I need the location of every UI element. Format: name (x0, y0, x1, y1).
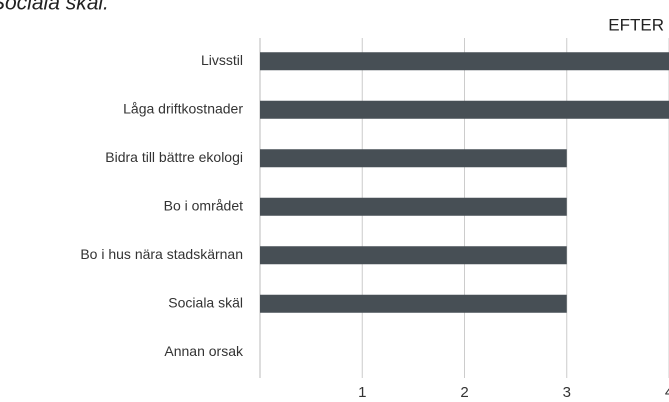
bar (260, 197, 567, 216)
y-tick-label: Bo i hus nära stadskärnan (80, 246, 243, 262)
y-tick-label: Låga driftkostnader (123, 100, 243, 116)
y-tick-label: Sociala skäl (168, 294, 243, 310)
y-tick-label: Bo i området (164, 197, 243, 213)
bar (260, 52, 669, 71)
y-tick-label: Livsstil (201, 52, 243, 68)
x-tick-label: 3 (563, 384, 571, 401)
y-tick-label: Bidra till bättre ekologi (105, 149, 243, 165)
bar (260, 149, 567, 168)
x-tick-label: 1 (358, 384, 366, 401)
bar (260, 246, 567, 265)
bar (260, 294, 567, 313)
chart-title: Sociala skäl. (0, 0, 109, 15)
x-tick-label: 2 (460, 384, 468, 401)
chart-subtitle: EFTER (608, 15, 664, 34)
bar (260, 100, 669, 119)
x-tick-label: 4 (665, 384, 669, 401)
y-tick-label: Annan orsak (164, 343, 244, 359)
